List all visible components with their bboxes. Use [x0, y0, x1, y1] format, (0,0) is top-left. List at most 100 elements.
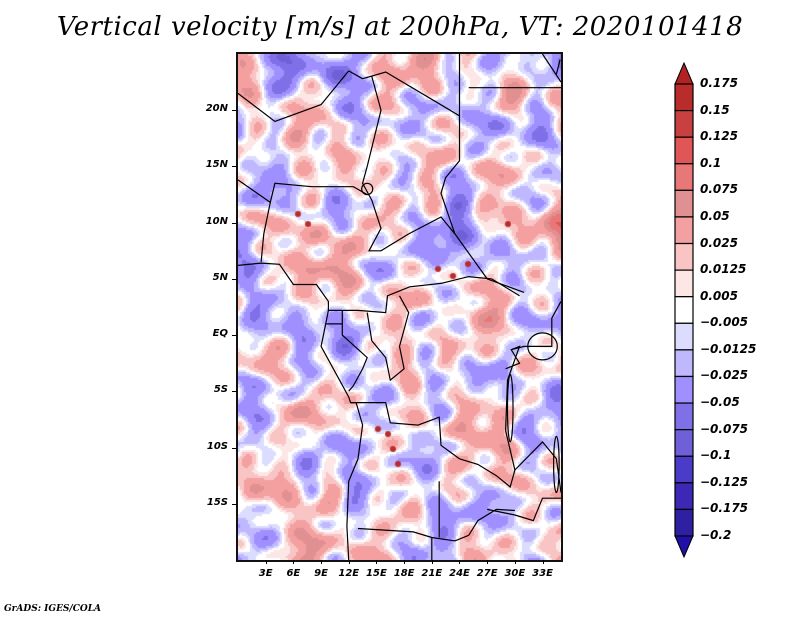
colorbar-label: −0.1: [700, 448, 732, 463]
colorbar-box: [674, 429, 694, 457]
colorbar-label: −0.125: [700, 474, 749, 489]
colorbar-box: [674, 189, 694, 218]
border-line: [468, 508, 515, 536]
chart-title: Vertical velocity [m/s] at 200hPa, VT: 2…: [56, 12, 744, 42]
y-tick: [232, 447, 237, 449]
colorbar-label: −0.2: [700, 528, 732, 542]
x-tick-label: 15E: [366, 568, 387, 579]
colorbar-label: −0.005: [700, 315, 749, 330]
x-tick: [459, 560, 461, 564]
border-line: [487, 497, 561, 522]
y-tick-label: 10N: [205, 215, 228, 227]
colorbar-box: [674, 296, 694, 324]
x-tick-label: 30E: [504, 568, 526, 579]
y-tick-label: 15S: [206, 496, 228, 508]
colorbar-box: [674, 402, 694, 431]
colorbar-label: 0.075: [700, 182, 738, 197]
y-tick: [232, 391, 237, 393]
border-line: [541, 54, 561, 83]
border-line: [238, 70, 350, 123]
y-tick: [232, 503, 237, 505]
colorbar: [674, 62, 694, 558]
colorbar-label: 0.15: [700, 102, 730, 117]
lake-outline: [361, 182, 374, 196]
x-tick-label: 21E: [421, 568, 443, 579]
y-tick-label: EQ: [212, 328, 228, 340]
x-tick-label: 24E: [449, 568, 470, 579]
y-tick-label: 5S: [213, 384, 228, 396]
map-plot-area: [236, 52, 563, 562]
y-tick: [232, 222, 237, 224]
colorbar-label: 0.125: [700, 129, 738, 144]
y-tick: [232, 335, 237, 337]
colorbar-box: [674, 455, 694, 484]
colorbar-box: [674, 163, 694, 191]
x-tick: [542, 560, 544, 564]
colorbar-label: −0.175: [700, 501, 749, 516]
border-line: [511, 301, 561, 351]
colorbar-extend-min: [674, 535, 694, 558]
border-line: [341, 323, 368, 392]
colorbar-box: [674, 136, 694, 165]
x-tick-label: 6E: [286, 568, 301, 579]
x-tick: [487, 560, 489, 564]
x-tick: [514, 560, 516, 564]
colorbar-label: −0.05: [700, 395, 740, 410]
lake-outline: [527, 332, 558, 361]
border-line: [350, 402, 516, 488]
x-tick-label: 12E: [338, 568, 360, 579]
border-line: [320, 323, 364, 560]
border-line: [357, 527, 469, 542]
x-tick-label: 27E: [476, 568, 498, 579]
country-borders: [238, 54, 561, 560]
border-line: [361, 76, 456, 252]
y-tick: [232, 110, 237, 112]
colorbar-label: 0.1: [700, 155, 722, 170]
colorbar-box: [674, 322, 694, 351]
colorbar-label: −0.0125: [700, 341, 757, 356]
colorbar-label: 0.005: [700, 288, 738, 303]
colorbar-label: 0.025: [700, 235, 738, 250]
colorbar-box: [674, 216, 694, 245]
x-tick: [348, 560, 350, 564]
border-line: [238, 262, 520, 314]
velocity-field: [238, 54, 561, 560]
colorbar-box: [674, 109, 694, 138]
colorbar-label: 0.0125: [700, 262, 747, 277]
x-tick: [376, 560, 378, 564]
colorbar-box: [674, 349, 694, 378]
lake-outline: [506, 373, 514, 443]
y-tick-label: 15N: [205, 159, 228, 171]
x-tick-label: 33E: [532, 568, 553, 579]
y-tick: [232, 166, 237, 168]
colorbar-label: −0.025: [700, 368, 749, 383]
x-tick-label: 3E: [258, 568, 273, 579]
colorbar-box: [674, 269, 694, 298]
lake-outline: [553, 435, 560, 494]
x-tick-label: 18E: [393, 568, 415, 579]
colorbar-box: [674, 242, 694, 271]
colorbar-box: [674, 83, 694, 112]
x-tick-label: 9E: [314, 568, 328, 579]
colorbar-label: −0.075: [700, 421, 749, 436]
grads-credit: GrADS: IGES/COLA: [4, 604, 102, 614]
y-tick-label: 5N: [212, 271, 228, 283]
border-line: [555, 59, 561, 75]
colorbar-box: [674, 375, 694, 404]
x-tick: [321, 560, 323, 564]
colorbar-box: [674, 508, 694, 537]
x-tick: [265, 560, 267, 564]
y-tick-label: 10S: [206, 440, 228, 452]
colorbar-extend-max: [674, 62, 694, 85]
x-tick: [404, 560, 406, 564]
border-line: [324, 310, 343, 325]
y-tick-label: 20N: [205, 103, 228, 115]
x-tick: [293, 560, 295, 564]
border-line: [260, 202, 271, 263]
border-line: [348, 70, 525, 293]
colorbar-label: 0.175: [700, 76, 738, 90]
y-tick: [232, 278, 237, 280]
colorbar-box: [674, 482, 694, 511]
border-line: [366, 295, 410, 382]
border-line: [238, 179, 368, 204]
